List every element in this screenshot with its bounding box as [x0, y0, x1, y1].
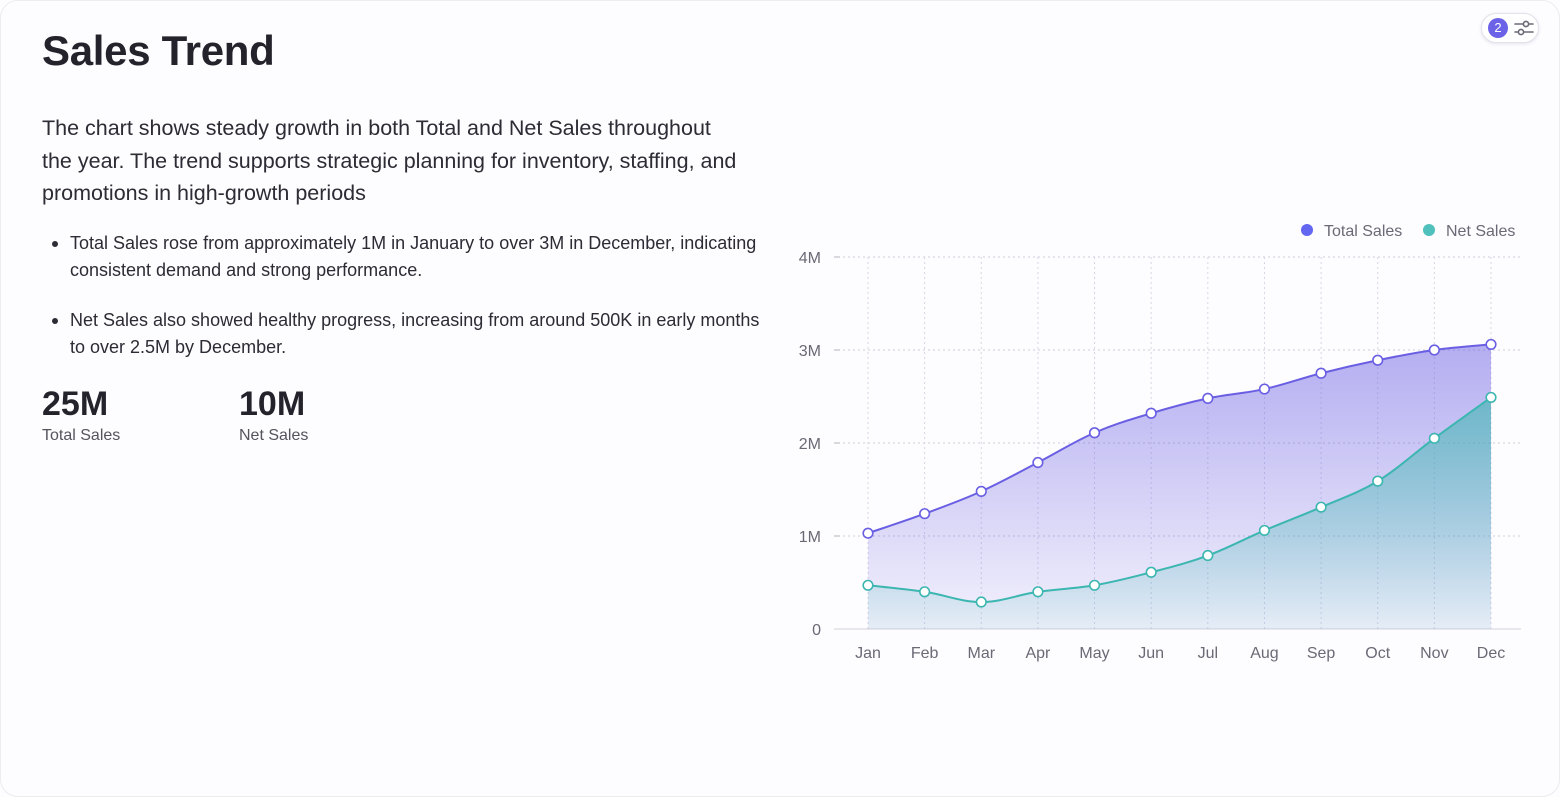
data-point-total-sales	[1088, 427, 1101, 439]
data-point-total-sales	[1202, 392, 1214, 404]
legend-marker-net-sales	[1423, 224, 1435, 236]
data-point-total-sales	[1258, 383, 1271, 395]
bullet-dot	[52, 241, 58, 247]
data-point-net-sales	[1032, 586, 1044, 598]
sales-trend-chart: 0 1M 2M 3M 4M Jan Feb Mar Apr May Jun Jul Aug Sep Oct N…	[799, 223, 1521, 662]
x-tick-label: May	[1079, 645, 1109, 662]
x-tick-label: Jun	[1138, 645, 1164, 662]
list-item: Net Sales also showed healthy progress, …	[42, 307, 762, 361]
legend-marker-total-sales	[1301, 224, 1313, 236]
insight-text: Net Sales also showed healthy progress, …	[70, 310, 760, 357]
kpi-label: Total Sales	[42, 427, 121, 444]
bullet-dot	[52, 318, 58, 324]
data-point-net-sales	[1315, 501, 1327, 513]
series-area-net-sales	[868, 397, 1491, 629]
chart-description: The chart shows steady growth in both To…	[42, 116, 737, 205]
x-tick-label: Mar	[967, 645, 995, 662]
insight-text: Total Sales rose from approximately 1M i…	[70, 233, 757, 280]
data-point-total-sales	[1032, 456, 1044, 469]
kpi-label: Net Sales	[239, 427, 309, 444]
data-point-net-sales	[1372, 475, 1384, 487]
sliders-icon	[1514, 20, 1534, 36]
filter-count-badge: 2	[1488, 18, 1508, 38]
insight-list: Total Sales rose from approximately 1M i…	[42, 230, 762, 384]
legend-label-total-sales: Total Sales	[1324, 223, 1402, 240]
page-title: Sales Trend	[42, 27, 275, 74]
data-point-net-sales	[1428, 432, 1440, 444]
y-tick-label: 4M	[799, 250, 821, 267]
y-tick-label: 2M	[799, 436, 821, 453]
x-tick-label: Dec	[1477, 645, 1505, 662]
data-point-net-sales	[1258, 524, 1271, 537]
data-point-total-sales	[862, 527, 874, 539]
x-tick-label: Sep	[1307, 645, 1336, 662]
data-point-total-sales	[1485, 338, 1497, 351]
kpi-value: 10M	[239, 385, 306, 423]
data-point-net-sales	[1145, 566, 1157, 578]
y-tick-label: 1M	[799, 529, 821, 546]
x-tick-label: Nov	[1420, 645, 1448, 662]
legend-label-net-sales: Net Sales	[1446, 223, 1515, 240]
data-point-total-sales	[975, 485, 987, 497]
x-tick-label: Jan	[855, 645, 881, 662]
x-tick-label: Oct	[1365, 645, 1390, 662]
data-point-total-sales	[1428, 344, 1440, 356]
data-point-total-sales	[1372, 354, 1384, 366]
kpi-net-sales: 10M Net Sales	[239, 384, 308, 445]
data-point-total-sales	[1315, 367, 1327, 379]
x-tick-label: Jul	[1198, 645, 1218, 662]
data-point-net-sales	[1202, 549, 1214, 562]
y-tick-label: 0	[812, 622, 821, 639]
data-point-total-sales	[1145, 407, 1157, 419]
data-point-net-sales	[1088, 579, 1101, 591]
list-item: Total Sales rose from approximately 1M i…	[42, 230, 762, 284]
x-tick-label: Feb	[911, 645, 939, 662]
kpi-value: 25M	[42, 385, 109, 423]
data-point-net-sales	[1485, 391, 1497, 404]
data-point-net-sales	[919, 586, 931, 598]
filter-button[interactable]: 2	[1481, 13, 1539, 43]
kpi-total-sales: 25M Total Sales	[42, 384, 120, 445]
x-tick-label: Aug	[1250, 645, 1278, 662]
data-point-net-sales	[975, 596, 987, 608]
x-tick-label: Apr	[1025, 645, 1051, 662]
data-point-total-sales	[919, 508, 931, 520]
chart-legend: Total Sales Net Sales	[1301, 223, 1515, 240]
y-tick-label: 3M	[799, 343, 821, 360]
data-point-net-sales	[862, 579, 874, 591]
